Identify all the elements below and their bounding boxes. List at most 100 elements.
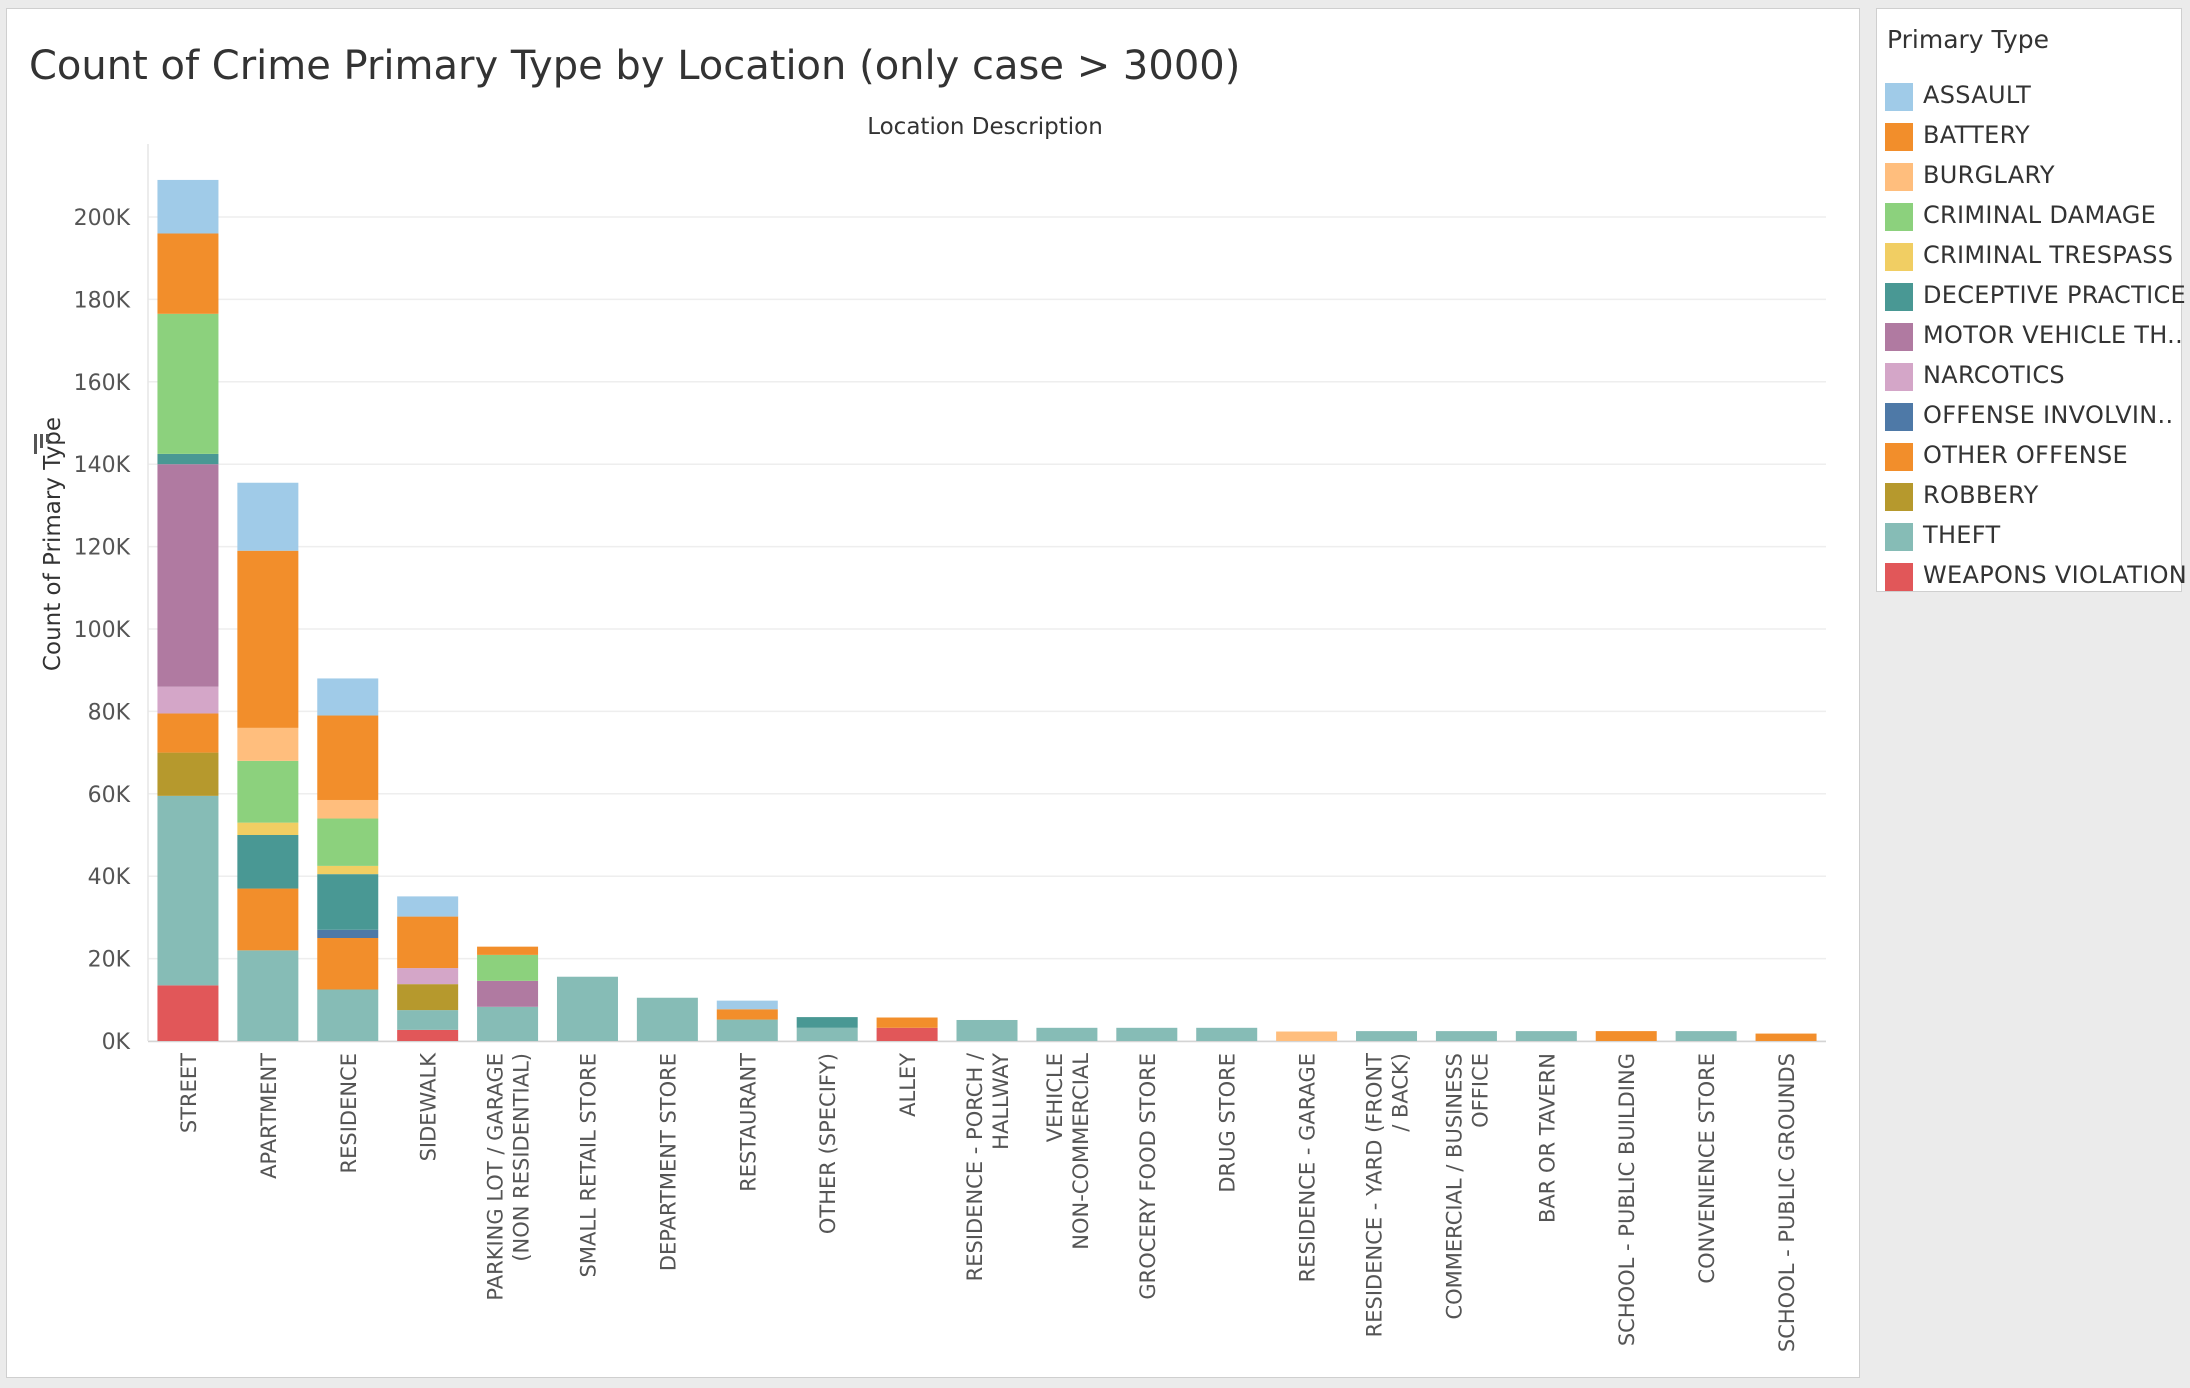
bar-segment[interactable] [876,1027,938,1041]
bar-segment[interactable] [237,727,299,761]
legend-label: ASSAULT [1923,81,2032,109]
bar-segment[interactable] [157,985,219,1041]
bar-segment[interactable] [317,715,379,800]
y-axis-title: Count of Primary Type [40,417,66,671]
bar-segment[interactable] [397,984,459,1011]
bar-segment[interactable] [157,313,219,454]
bar-segment[interactable] [317,678,379,716]
legend-item[interactable]: BATTERY [1877,119,2177,153]
bar-segment[interactable] [237,888,299,951]
bar-segment[interactable] [477,954,539,981]
sort-descending-icon[interactable] [34,434,49,454]
bar-segment[interactable] [716,1009,778,1020]
bar-segment[interactable] [237,835,299,889]
bar-segment[interactable] [157,795,219,986]
bar-segment[interactable] [1356,1031,1418,1041]
x-tick-label: RESTAURANT [736,1053,760,1192]
y-axis-ticks: 0K 20K 40K 60K 80K 100K 120K 140K 160K 180K 200K [74,206,131,1055]
bar-segment[interactable] [636,997,698,1041]
legend-label: CRIMINAL DAMAGE [1923,201,2157,229]
legend-item[interactable]: THEFT [1877,519,2177,553]
bar-segment[interactable] [716,1000,778,1010]
legend-swatch [1885,323,1913,351]
bar-segment[interactable] [237,822,299,835]
bar-segment[interactable] [1755,1033,1817,1041]
x-tick-label: STREET [177,1053,201,1133]
bar-segment[interactable] [397,896,459,917]
bar-segment[interactable] [157,464,219,687]
legend-item[interactable]: ASSAULT [1877,79,2177,113]
bar-segment[interactable] [397,1010,459,1030]
x-tick-label: RESIDENCE - PORCH / HALLWAY [963,1052,1013,1281]
legend-item[interactable]: BURGLARY [1877,159,2177,193]
bar-segment[interactable] [1675,1031,1737,1041]
x-tick-label: OTHER (SPECIFY) [816,1053,840,1234]
legend-label: DECEPTIVE PRACTICE [1923,281,2186,309]
x-tick-label-line: SIDEWALK [417,1052,441,1162]
legend-item[interactable]: NARCOTICS [1877,359,2177,393]
bar-segment[interactable] [876,1017,938,1028]
bar-segment[interactable] [397,968,459,985]
bar-segment[interactable] [397,1029,459,1041]
y-tick-label: 180K [74,288,131,313]
x-tick-label: APARTMENT [257,1053,281,1179]
bar-segment[interactable] [956,1019,1018,1041]
bar-segment[interactable] [1595,1031,1657,1041]
legend-title: Primary Type [1887,25,2049,54]
bar-segment[interactable] [237,550,299,728]
bar-segment[interactable] [157,179,219,234]
legend-item[interactable]: OFFENSE INVOLVIN.. [1877,399,2177,433]
bar-segment[interactable] [157,713,219,753]
x-tick-label-line: RESIDENCE [337,1053,361,1173]
bar-segment[interactable] [317,818,379,866]
bar-segment[interactable] [317,938,379,990]
legend-item[interactable]: ROBBERY [1877,479,2177,513]
legend-item[interactable]: CRIMINAL TRESPASS [1877,239,2177,273]
bar-segment[interactable] [237,482,299,551]
bar-segment[interactable] [1276,1031,1338,1041]
chart-title: Count of Crime Primary Type by Location … [29,43,1241,89]
bar-segment[interactable] [477,980,539,1007]
bar-segment[interactable] [157,233,219,314]
x-tick-label-line: RESIDENCE - GARAGE [1296,1053,1320,1282]
bar-segment[interactable] [237,950,299,1041]
x-tick-label: SCHOOL - PUBLIC GROUNDS [1775,1053,1799,1352]
bar-segment[interactable] [317,799,379,819]
legend-label: NARCOTICS [1923,361,2065,389]
x-tick-label-line: PARKING LOT / GARAGE [484,1053,508,1301]
bar-segment[interactable] [796,1017,858,1028]
legend-item[interactable]: MOTOR VEHICLE TH.. [1877,319,2183,353]
bar-segment[interactable] [477,1006,539,1041]
bar-segment[interactable] [1116,1027,1178,1041]
legend-item[interactable]: CRIMINAL DAMAGE [1877,199,2177,233]
bar-segment[interactable] [317,929,379,938]
bar-segment[interactable] [237,760,299,823]
x-tick-label-line: / BACK) [1389,1053,1413,1132]
chart-svg: Location Description Count of Primary Ty… [34,114,1826,1352]
bar-segment[interactable] [317,865,379,875]
bar-segment[interactable] [157,686,219,714]
bar-segment[interactable] [556,976,618,1041]
legend-item[interactable]: DECEPTIVE PRACTICE [1877,279,2186,313]
bar-segment[interactable] [317,989,379,1042]
bar-segment[interactable] [1435,1031,1497,1041]
bar-segment[interactable] [1036,1027,1098,1041]
x-tick-label-line: SCHOOL - PUBLIC BUILDING [1615,1053,1639,1346]
y-tick-label: 80K [88,700,131,725]
legend-swatch [1885,203,1913,231]
bar-segment[interactable] [716,1019,778,1041]
bar-segment[interactable] [317,874,379,930]
x-tick-label: COMMERCIAL / BUSINESS OFFICE [1442,1053,1492,1320]
bar-segment[interactable] [1515,1031,1577,1041]
bar-segment[interactable] [796,1027,858,1041]
bar-segment[interactable] [477,946,539,955]
legend-item[interactable]: OTHER OFFENSE [1877,439,2177,473]
legend-label: CRIMINAL TRESPASS [1923,241,2174,269]
bar-segment[interactable] [397,916,459,969]
bar-segment[interactable] [157,752,219,796]
x-tick-label: CONVENIENCE STORE [1695,1053,1719,1284]
legend-item[interactable]: WEAPONS VIOLATION [1877,559,2187,593]
bar-segment[interactable] [157,453,219,465]
bar-segment[interactable] [1196,1027,1258,1041]
legend-swatch [1885,243,1913,271]
